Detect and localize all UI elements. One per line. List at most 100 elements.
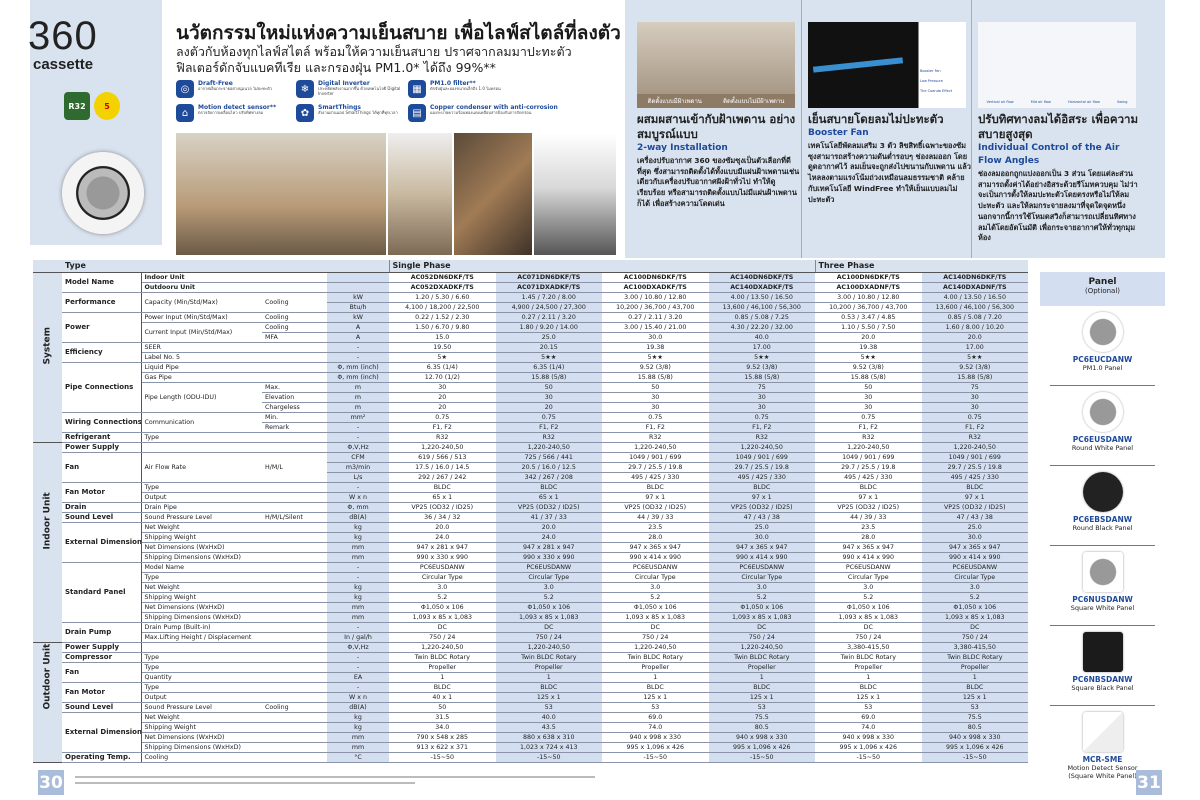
table-row: Net Weight kg 3.0 3.0 3.0 3.0 3.0 3.0 (33, 582, 1029, 593)
unit-cell: dB(A) (327, 512, 389, 523)
value-cell: 1.50 / 6.70 / 9.80 (389, 322, 496, 333)
value-cell: Circular Type (708, 572, 816, 583)
value-cell: 6.35 (1/4) (495, 362, 602, 373)
value-cell: DC (389, 622, 496, 633)
unit-cell: - (327, 482, 389, 493)
value-cell: 3,380-415,50 (921, 642, 1029, 653)
value-cell: AC052DXADKF/TS (389, 282, 496, 293)
item-label: Shipping Weight (141, 592, 327, 603)
value-cell: 3.0 (495, 582, 602, 593)
value-cell: 3.0 (602, 582, 709, 593)
table-row: Efficiency SEER -19.50 20.15 19.38 17.00 19.38… (33, 342, 1029, 363)
lobby-photo (388, 133, 452, 255)
table-row: Sound Level Sound Pressure Level H/M/L/Sil… (33, 512, 1029, 523)
value-cell: 495 / 425 / 330 (815, 472, 922, 483)
caption: ติดตั้งแบบมีฝ้าเพดาน (647, 98, 702, 105)
feature-title: Digital Inverter (318, 80, 370, 87)
value-cell: AC071DN6DKF/TS (495, 272, 602, 283)
value-cell: 0.85 / 5.08 / 7.25 (708, 312, 816, 323)
item-label: Pipe Length (ODU-IDU) (141, 382, 262, 413)
value-cell: Propeller (708, 662, 816, 673)
gym-photo (534, 133, 616, 255)
value-cell: 1.20 / 5.30 / 6.60 (389, 292, 496, 303)
value-cell: 1,220-240,50 (708, 642, 816, 653)
value-cell: 50 (602, 382, 709, 393)
single-phase-header: Single Phase (388, 260, 816, 273)
value-cell: 1,220-240,50 (495, 642, 602, 653)
value-cell: 10,200 / 36,700 / 43,700 (602, 302, 709, 313)
value-cell: 5★★ (708, 352, 816, 363)
value-cell: 947 x 281 x 947 (389, 542, 496, 553)
column-subheading: Individual Control of the Air Flow Angle… (978, 142, 1120, 166)
item-label (141, 442, 327, 453)
value-cell: 13,600 / 46,100 / 56,300 (708, 302, 816, 313)
value-cell: AC140DN6DKF/TS (708, 272, 816, 283)
item-label: Type (141, 652, 327, 663)
value-cell: 19.38 (602, 342, 709, 353)
value-cell: 750 / 24 (389, 632, 496, 643)
unit-cell: kW (327, 312, 389, 323)
table-row: Outdooru Unit AC052DXADKF/TS AC071DXADKF/T… (33, 282, 1029, 293)
table-row: L/s 292 / 267 / 242 342 / 267 / 208 495 / 4… (33, 472, 1029, 483)
panel-name: Round White Panel (1071, 444, 1134, 452)
value-cell: 40.0 (495, 712, 602, 723)
value-cell: AC140DXADKF/TS (708, 282, 816, 293)
column-subheading: 2-way Installation (637, 142, 728, 153)
value-cell: AC140DN6DKF/TS (921, 272, 1029, 283)
logo-360: 360 (28, 14, 98, 58)
section-label: Drain Pump (62, 622, 142, 643)
booster-fan-image: Booster Fan Low Pressure The Coanda Effe… (808, 22, 966, 108)
section-label: Drain (62, 502, 142, 513)
value-cell: R32 (602, 432, 709, 443)
value-cell: 750 / 24 (708, 632, 816, 643)
unit-cell: mm² (327, 412, 389, 423)
value-cell: 65 x 1 (495, 492, 602, 503)
value-cell: VP25 (OD32 / ID25) (815, 502, 922, 513)
feature-desc: อากาศเย็นกระจายอย่างนุ่มนวล ไม่ปะทะตัว (198, 86, 272, 91)
table-row: Shipping Dimensions (WxHxD) mm 990 x 330 x… (33, 552, 1029, 563)
panel-name: Square White Panel (1070, 604, 1135, 612)
value-cell: 20 (389, 402, 496, 413)
section-label: Fan (62, 452, 142, 483)
item-label: Net Weight (141, 522, 327, 533)
value-cell: 995 x 1,096 x 426 (815, 742, 922, 753)
value-cell: 74.0 (602, 722, 709, 733)
value-cell: 30 (602, 392, 709, 403)
sub-label: Cooling (262, 322, 327, 333)
value-cell: 53 (708, 702, 816, 713)
value-cell: 97 x 1 (815, 492, 922, 503)
unit-cell: m (327, 382, 389, 393)
value-cell: Φ1,050 x 106 (389, 602, 496, 613)
unit-cell: m3/min (327, 462, 389, 473)
value-cell: 17.00 (708, 342, 816, 353)
value-cell: 24.0 (389, 532, 496, 543)
value-cell: 619 / 566 / 513 (389, 452, 496, 463)
value-cell: 4,900 / 24,500 / 27,300 (495, 302, 602, 313)
table-row: Label No. 5-5★ 5★★ 5★★ 5★★ 5★★ 5★★ (33, 352, 1029, 363)
value-cell: 5.2 (815, 592, 922, 603)
value-cell: -15~50 (602, 752, 709, 763)
headline: นวัตกรรมใหม่แห่งความเย็นสบาย เพื่อไลฟ์สไ… (176, 22, 621, 44)
table-row: Max.Lifting Height / Displacement In / ga… (33, 632, 1029, 643)
column-heading: ผสมผสานเข้ากับฝ้าเพดาน อย่างสมบูรณ์แบบ (637, 112, 796, 141)
value-cell: 125 x 1 (602, 692, 709, 703)
value-cell: 725 / 566 / 441 (495, 452, 602, 463)
value-cell: AC100DN6DKF/TS (602, 272, 709, 283)
item-label: Outdooru Unit (141, 282, 327, 293)
unit-cell: Φ,V,Hz (327, 442, 389, 453)
feature-title: Copper condenser with anti-corrosion (430, 104, 558, 111)
item-label: Net Weight (141, 712, 327, 723)
unit-cell: Btu/h (327, 302, 389, 313)
item-label: Liquid Pipe (141, 362, 327, 373)
value-cell: 15.88 (5/8) (495, 372, 602, 383)
value-cell: 9.52 (3/8) (602, 362, 709, 373)
value-cell: 1,220-240,50 (602, 442, 709, 453)
value-cell: -15~50 (815, 752, 922, 763)
value-cell: R32 (389, 432, 496, 443)
value-cell: 990 x 414 x 990 (708, 552, 816, 563)
table-row: Fan Type - Propeller Propeller Propeller Prope… (33, 662, 1029, 683)
section-label: Operating Temp. (62, 752, 142, 763)
unit-cell: - (327, 342, 389, 353)
value-cell: BLDC (921, 682, 1029, 693)
value-cell: R32 (708, 432, 816, 443)
